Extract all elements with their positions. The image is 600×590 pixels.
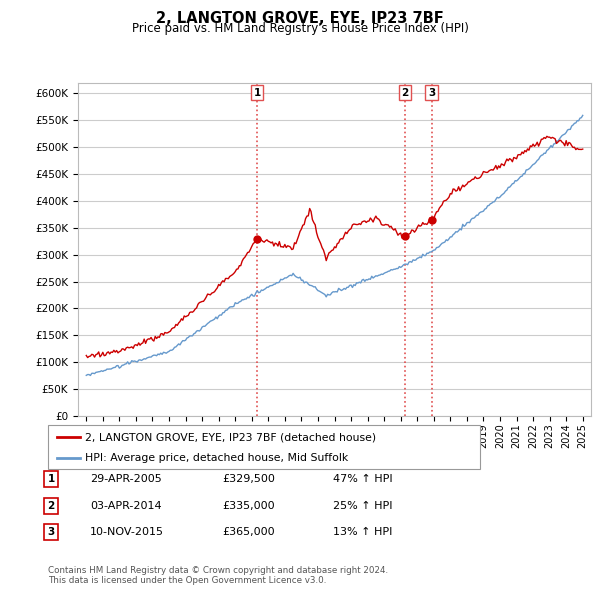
Text: £335,000: £335,000 (222, 501, 275, 510)
Text: Contains HM Land Registry data © Crown copyright and database right 2024.
This d: Contains HM Land Registry data © Crown c… (48, 566, 388, 585)
Text: 29-APR-2005: 29-APR-2005 (90, 474, 162, 484)
Text: Price paid vs. HM Land Registry's House Price Index (HPI): Price paid vs. HM Land Registry's House … (131, 22, 469, 35)
Text: 3: 3 (428, 87, 435, 97)
Text: HPI: Average price, detached house, Mid Suffolk: HPI: Average price, detached house, Mid … (85, 453, 348, 463)
Text: £329,500: £329,500 (222, 474, 275, 484)
Text: 47% ↑ HPI: 47% ↑ HPI (333, 474, 392, 484)
Text: 2, LANGTON GROVE, EYE, IP23 7BF: 2, LANGTON GROVE, EYE, IP23 7BF (156, 11, 444, 25)
Text: 1: 1 (254, 87, 261, 97)
Text: 10-NOV-2015: 10-NOV-2015 (90, 527, 164, 537)
Text: 3: 3 (47, 527, 55, 537)
Text: 2, LANGTON GROVE, EYE, IP23 7BF (detached house): 2, LANGTON GROVE, EYE, IP23 7BF (detache… (85, 432, 376, 442)
FancyBboxPatch shape (48, 425, 480, 469)
Text: 2: 2 (47, 501, 55, 510)
Text: 1: 1 (47, 474, 55, 484)
Text: 03-APR-2014: 03-APR-2014 (90, 501, 161, 510)
Text: 13% ↑ HPI: 13% ↑ HPI (333, 527, 392, 537)
Text: 25% ↑ HPI: 25% ↑ HPI (333, 501, 392, 510)
Text: 2: 2 (401, 87, 409, 97)
Text: £365,000: £365,000 (222, 527, 275, 537)
